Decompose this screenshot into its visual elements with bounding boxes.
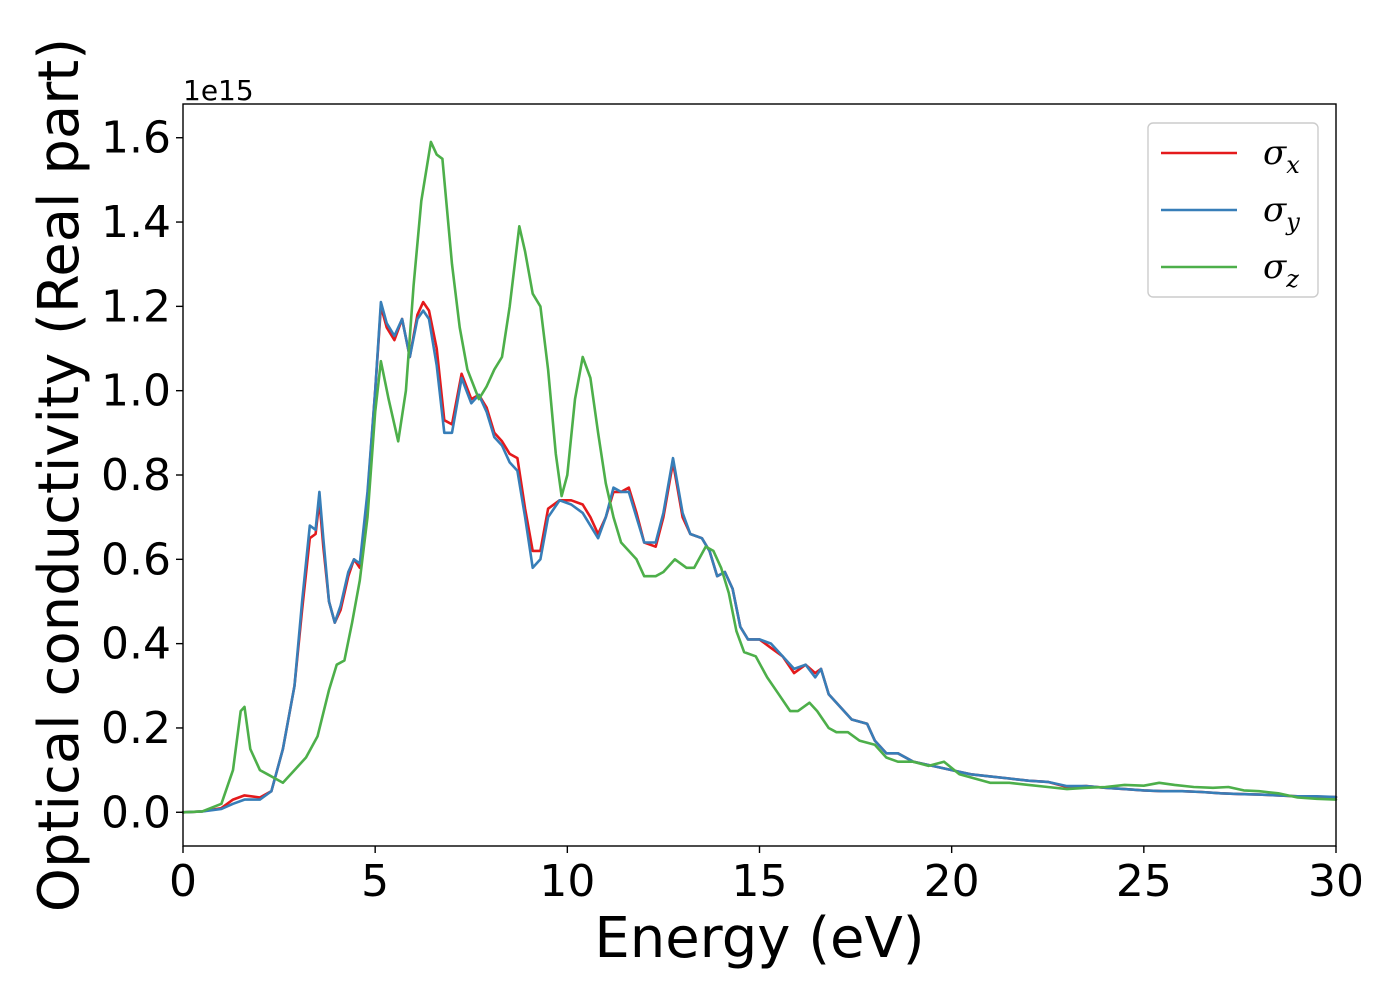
x-tick-label: 5 <box>361 856 389 907</box>
legend-label-y: σy <box>1263 190 1300 236</box>
legend-label-z: σz <box>1263 247 1299 293</box>
y-tick-label: 1.4 <box>101 197 171 248</box>
y-axis-label: Optical conductivity (Real part) <box>27 38 92 912</box>
y-tick-label: 0.2 <box>101 703 171 754</box>
plot-area <box>183 104 1336 846</box>
x-tick-label: 0 <box>169 856 197 907</box>
y-axis: 0.0 0.2 0.4 0.6 0.8 1.0 1.2 1.4 1.6 <box>101 113 183 838</box>
x-tick-label: 25 <box>1116 856 1172 907</box>
series-layer <box>181 140 1338 814</box>
y-tick-label: 1.6 <box>101 113 171 164</box>
y-tick-label: 1.2 <box>101 281 171 332</box>
x-tick-label: 15 <box>732 856 788 907</box>
series-line-z <box>181 140 1338 814</box>
x-tick-label: 10 <box>539 856 595 907</box>
y-offset-label: 1e15 <box>183 74 254 107</box>
x-axis-label: Energy (eV) <box>594 906 924 971</box>
y-tick-label: 0.4 <box>101 619 171 670</box>
legend: σx σy σz <box>1147 122 1319 298</box>
legend-label-x: σx <box>1263 133 1300 179</box>
y-tick-label: 0.0 <box>101 787 171 838</box>
y-tick-label: 1.0 <box>101 366 171 417</box>
x-tick-label: 20 <box>924 856 980 907</box>
y-tick-label: 0.6 <box>101 534 171 585</box>
y-tick-label: 0.8 <box>101 450 171 501</box>
legend-entries: σx σy σz <box>1161 133 1300 293</box>
x-axis: 0 5 10 15 20 25 30 <box>169 846 1364 907</box>
series-line-y <box>181 300 1338 814</box>
x-tick-label: 30 <box>1308 856 1364 907</box>
